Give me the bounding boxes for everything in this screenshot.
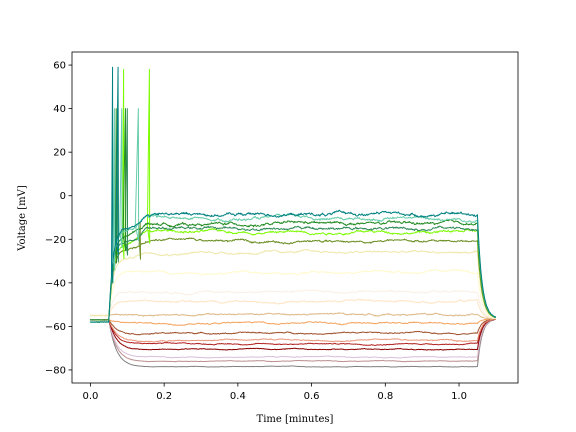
x-axis-ticks: 0.0 0.2 0.4 0.6 0.8 1.0 [82,383,467,402]
voltage-trace [89,318,496,343]
voltage-trace [89,289,497,320]
voltage-trace [89,318,496,336]
x-tick-label: 1.0 [451,391,467,402]
voltage-trace [89,66,497,323]
y-tick-label: 60 [53,61,66,72]
y-tick-label: −40 [45,278,66,289]
voltage-trace [89,312,497,320]
voltage-trace [89,248,496,319]
voltage-trace [89,318,496,363]
voltage-trace [89,298,496,320]
plot-frame [71,51,519,384]
voltage-trace [89,221,496,321]
voltage-trace [89,318,496,351]
y-tick-label: −20 [45,235,66,246]
y-tick-label: −60 [45,322,66,333]
x-tick-label: 0.8 [377,391,393,402]
y-tick-label: −80 [45,365,66,376]
voltage-trace [89,318,496,368]
x-tick-label: 0.4 [230,391,246,402]
voltage-traces [89,66,497,368]
x-axis-label: Time [minutes] [257,414,334,425]
x-tick-label: 0.6 [304,391,320,402]
voltage-trace [89,68,496,321]
voltage-trace [89,108,496,321]
y-axis-label: Voltage [mV] [17,185,28,252]
voltage-trace [89,268,497,319]
x-tick-label: 0.2 [156,391,172,402]
voltage-trace [89,318,496,327]
voltage-trace [89,318,496,346]
y-tick-label: 0 [60,191,66,202]
x-tick-label: 0.0 [82,391,98,402]
voltage-trace [89,108,496,323]
y-axis-ticks: 60 40 20 0 −20 −40 −60 −80 [45,61,72,376]
y-tick-label: 40 [53,104,66,115]
voltage-trace [89,318,496,359]
y-tick-label: 20 [53,148,66,159]
